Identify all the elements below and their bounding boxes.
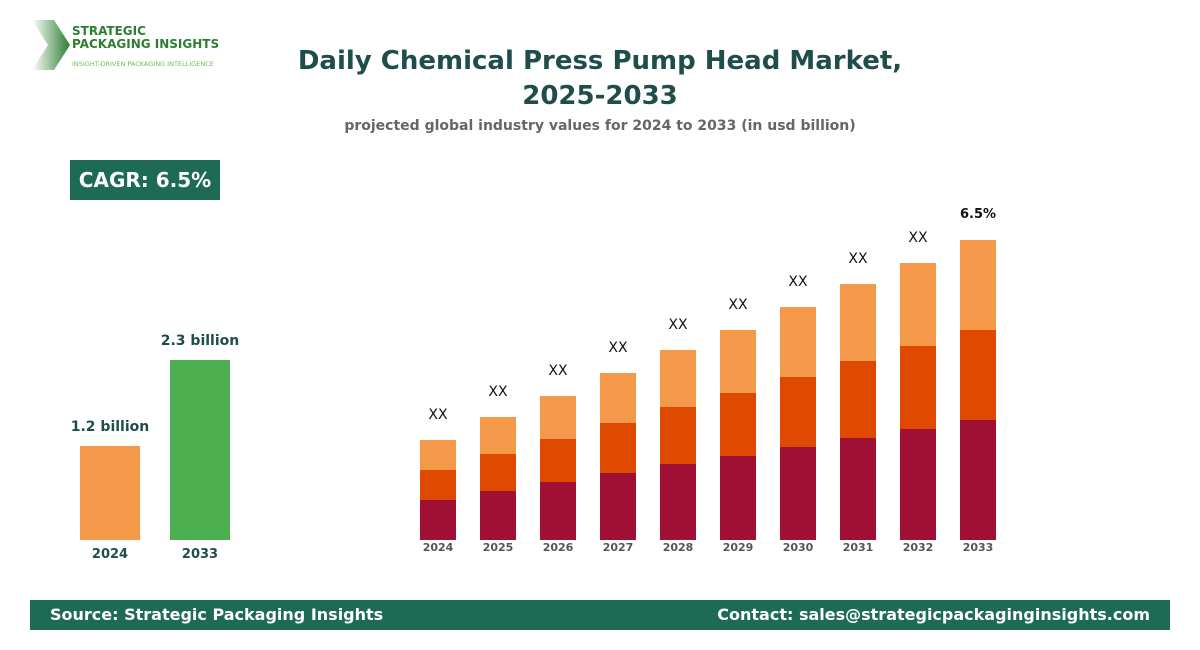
bar-segment-2032-2	[900, 263, 936, 346]
bar-segment-2027-0	[600, 473, 636, 540]
bar-segment-2027-2	[600, 373, 636, 423]
bar-segment-2025-0	[480, 491, 516, 540]
x-tick-label: 2033	[962, 541, 994, 554]
bar-data-label: XX	[548, 363, 568, 379]
summary-bar-2024	[80, 446, 140, 540]
footer: Source: Strategic Packaging Insights Con…	[30, 600, 1170, 630]
bar-segment-2029-0	[720, 456, 756, 540]
bar-data-label: XX	[608, 340, 628, 356]
bar-segment-2028-0	[660, 464, 696, 540]
x-tick-label: 2032	[902, 541, 934, 554]
bar-data-label: XX	[428, 407, 448, 423]
bar-data-label: XX	[668, 317, 688, 333]
x-tick-label: 2030	[782, 541, 814, 554]
x-tick-label: 2024	[422, 541, 454, 554]
footer-source: Source: Strategic Packaging Insights	[50, 605, 384, 624]
bar-segment-2026-1	[540, 439, 576, 482]
bar-segment-2030-0	[780, 447, 816, 540]
bar-segment-2031-2	[840, 284, 876, 361]
bar-data-label: XX	[728, 297, 748, 313]
summary-bar-label: 2.3 billion	[160, 333, 240, 349]
x-tick-label: 2028	[662, 541, 694, 554]
cagr-badge: CAGR: 6.5%	[70, 160, 220, 200]
x-tick-label: 2029	[722, 541, 754, 554]
bar-segment-2033-0	[960, 420, 996, 540]
bar-data-label: XX	[908, 230, 928, 246]
bar-segment-2030-1	[780, 377, 816, 447]
summary-bar-2033	[170, 360, 230, 540]
bar-segment-2025-1	[480, 454, 516, 491]
bar-segment-2033-2	[960, 240, 996, 330]
bar-segment-2032-1	[900, 346, 936, 429]
chart-title: Daily Chemical Press Pump Head Market, 20…	[297, 46, 903, 111]
x-tick-label: 2026	[542, 541, 574, 554]
x-tick-label: 2025	[482, 541, 514, 554]
bar-segment-2026-2	[540, 396, 576, 439]
summary-bar-label: 1.2 billion	[70, 419, 150, 436]
summary-year-label: 2024	[91, 547, 129, 562]
summary-year-label: 2033	[181, 547, 219, 562]
bar-segment-2033-1	[960, 330, 996, 420]
bar-segment-2024-0	[420, 500, 456, 540]
logo-chevron-icon	[32, 20, 70, 70]
logo-tagline: INSIGHT-DRIVEN PACKAGING INTELLIGENCE	[72, 60, 214, 68]
logo-name: STRATEGIC PACKAGING INSIGHTS	[72, 24, 220, 51]
bar-data-label: XX	[488, 384, 508, 400]
bar-data-label: 6.5%	[960, 207, 997, 222]
bar-data-label: XX	[788, 274, 808, 290]
bar-segment-2028-1	[660, 407, 696, 464]
bar-segment-2027-1	[600, 423, 636, 473]
bar-segment-2029-1	[720, 393, 756, 456]
bar-segment-2024-2	[420, 440, 456, 470]
bar-segment-2032-0	[900, 429, 936, 540]
footer-contact[interactable]: Contact: sales@strategicpackaginginsight…	[717, 605, 1150, 624]
bar-segment-2031-1	[840, 361, 876, 438]
bar-segment-2030-2	[780, 307, 816, 377]
x-tick-label: 2027	[602, 541, 634, 554]
bar-segment-2031-0	[840, 438, 876, 540]
bar-segment-2029-2	[720, 330, 756, 393]
bar-segment-2024-1	[420, 470, 456, 500]
x-tick-label: 2031	[842, 541, 874, 554]
chart-subtitle: projected global industry values for 202…	[344, 118, 856, 134]
bar-segment-2028-2	[660, 350, 696, 407]
bar-segment-2025-2	[480, 417, 516, 454]
bar-data-label: XX	[848, 251, 868, 267]
bar-segment-2026-0	[540, 482, 576, 540]
